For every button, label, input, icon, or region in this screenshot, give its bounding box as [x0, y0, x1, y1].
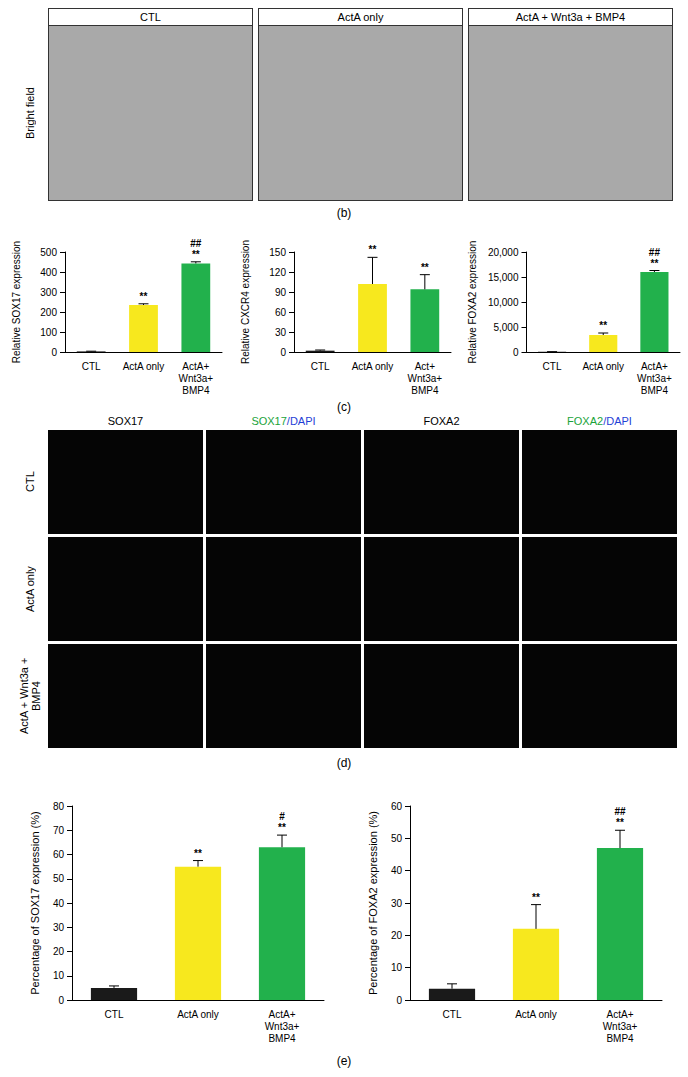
- svg-text:0: 0: [513, 347, 519, 358]
- html-text:(d): (d): [336, 756, 352, 770]
- svg-text:Wnt3a+: Wnt3a+: [178, 373, 213, 384]
- svg-text:**: **: [421, 262, 429, 273]
- svg-text:0: 0: [396, 995, 402, 1006]
- svg-text:ActA+: ActA+: [641, 361, 668, 372]
- svg-text:**: **: [369, 244, 377, 255]
- svg-text:BMP4: BMP4: [411, 385, 439, 396]
- svg-text:0: 0: [280, 347, 286, 358]
- svg-text:90: 90: [275, 287, 287, 298]
- svg-text:BMP4: BMP4: [268, 1033, 296, 1044]
- html-text:Bright field: Bright field: [24, 87, 36, 139]
- svg-text:ActA only: ActA only: [582, 361, 624, 372]
- svg-text:100: 100: [40, 327, 57, 338]
- svg-text:**: **: [194, 848, 202, 859]
- svg-text:300: 300: [40, 287, 57, 298]
- svg-text:CTL: CTL: [543, 361, 562, 372]
- svg-text:15,000: 15,000: [488, 272, 519, 283]
- svg-text:Wnt3a+: Wnt3a+: [265, 1021, 300, 1032]
- svg-text:20,000: 20,000: [488, 247, 519, 258]
- html-text:CTL: CTL: [24, 471, 36, 493]
- svg-text:Percentage of FOXA2 expression: Percentage of FOXA2 expression (%): [367, 811, 379, 995]
- svg-text:CTL: CTL: [443, 1009, 462, 1020]
- svg-text:30: 30: [391, 898, 403, 909]
- svg-text:400: 400: [40, 267, 57, 278]
- svg-text:BMP4: BMP4: [182, 385, 210, 396]
- html-text:FOXA2: FOXA2: [423, 415, 460, 427]
- svg-text:ActA only: ActA only: [123, 361, 165, 372]
- svg-text:60: 60: [275, 307, 287, 318]
- svg-text:Wnt3a+: Wnt3a+: [603, 1021, 638, 1032]
- svg-text:##: ##: [614, 806, 626, 817]
- svg-text:150: 150: [269, 247, 286, 258]
- html-text:(b): (b): [336, 206, 352, 220]
- svg-text:120: 120: [269, 267, 286, 278]
- svg-text:**: **: [651, 258, 659, 269]
- html-text:(c): (c): [337, 400, 351, 414]
- svg-text:70: 70: [53, 825, 65, 836]
- svg-text:0: 0: [51, 347, 57, 358]
- svg-text:40: 40: [53, 898, 65, 909]
- svg-text:Relative CXCR4 expression: Relative CXCR4 expression: [240, 240, 251, 364]
- svg-text:60: 60: [391, 801, 403, 812]
- svg-text:**: **: [278, 822, 286, 833]
- html-text:ActA only: ActA only: [337, 11, 384, 23]
- svg-text:**: **: [140, 291, 148, 302]
- html-text:ActA + Wnt3a + BMP4: ActA + Wnt3a + BMP4: [18, 657, 42, 735]
- svg-text:CTL: CTL: [105, 1009, 124, 1020]
- svg-text:Wnt3a+: Wnt3a+: [637, 373, 672, 384]
- svg-text:Relative SOX17 expression: Relative SOX17 expression: [11, 241, 22, 363]
- svg-text:BMP4: BMP4: [641, 385, 669, 396]
- svg-text:##: ##: [649, 247, 661, 258]
- svg-text:CTL: CTL: [311, 361, 330, 372]
- svg-text:Percentage of SOX17 expression: Percentage of SOX17 expression (%): [29, 811, 41, 994]
- svg-text:30: 30: [53, 922, 65, 933]
- svg-text:##: ##: [190, 238, 202, 249]
- html-text:ActA + Wnt3a + BMP4: ActA + Wnt3a + BMP4: [515, 11, 626, 23]
- html-text:(e): (e): [336, 1054, 352, 1068]
- svg-text:500: 500: [40, 247, 57, 258]
- svg-text:20: 20: [53, 946, 65, 957]
- svg-text:30: 30: [275, 327, 287, 338]
- svg-text:Wnt3a+: Wnt3a+: [407, 373, 442, 384]
- svg-text:60: 60: [53, 849, 65, 860]
- svg-text:**: **: [532, 892, 540, 903]
- svg-text:200: 200: [40, 307, 57, 318]
- html-text:SOX17 /DAPI: SOX17 /DAPI: [251, 415, 316, 427]
- svg-text:Act+: Act+: [415, 361, 435, 372]
- svg-text:50: 50: [391, 833, 403, 844]
- html-text:FOXA2 /DAPI: FOXA2 /DAPI: [567, 415, 632, 427]
- svg-text:CTL: CTL: [82, 361, 101, 372]
- svg-text:50: 50: [53, 873, 65, 884]
- svg-text:BMP4: BMP4: [606, 1033, 634, 1044]
- html-text:SOX17: SOX17: [107, 415, 144, 427]
- svg-text:10: 10: [391, 962, 403, 973]
- svg-text:ActA+: ActA+: [607, 1009, 634, 1020]
- svg-text:ActA only: ActA only: [352, 361, 394, 372]
- svg-text:40: 40: [391, 865, 403, 876]
- svg-text:Relative FOXA2 expression: Relative FOXA2 expression: [467, 241, 478, 364]
- svg-text:10: 10: [53, 970, 65, 981]
- svg-text:10,000: 10,000: [488, 297, 519, 308]
- svg-text:0: 0: [58, 995, 64, 1006]
- svg-text:ActA only: ActA only: [177, 1009, 219, 1020]
- svg-text:**: **: [616, 817, 624, 828]
- svg-text:**: **: [192, 249, 200, 260]
- svg-text:ActA+: ActA+: [269, 1009, 296, 1020]
- svg-text:80: 80: [53, 801, 65, 812]
- html-text:CTL: CTL: [140, 11, 161, 23]
- svg-text:20: 20: [391, 930, 403, 941]
- html-text:ActA only: ActA only: [24, 566, 36, 612]
- svg-text:**: **: [599, 320, 607, 331]
- svg-text:ActA only: ActA only: [515, 1009, 557, 1020]
- svg-text:#: #: [279, 811, 285, 822]
- svg-text:ActA+: ActA+: [182, 361, 209, 372]
- svg-text:5,000: 5,000: [493, 322, 518, 333]
